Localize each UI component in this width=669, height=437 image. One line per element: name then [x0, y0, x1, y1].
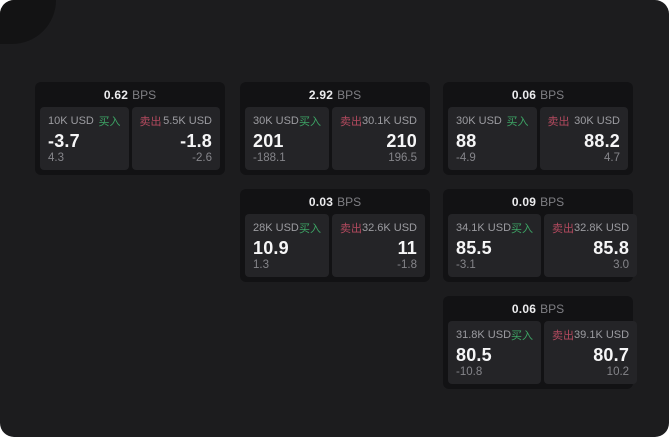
buy-panel[interactable]: 10K USD 买入 -3.7 4.3 — [40, 107, 129, 170]
quote-card: 2.92 BPS 30K USD 买入 201 -188.1 卖出 30.1K … — [240, 82, 430, 175]
sell-panel[interactable]: 卖出 30K USD 88.2 4.7 — [539, 107, 628, 170]
buy-price: 10.9 — [253, 237, 289, 258]
buy-amount: 31.8K USD — [456, 329, 512, 341]
sell-amount: 32.8K USD — [574, 222, 630, 234]
bps-header: 0.09 BPS — [443, 189, 633, 214]
sell-side-label: 卖出 — [552, 330, 575, 342]
buy-amount: 28K USD — [253, 222, 299, 234]
buy-panel[interactable]: 31.8K USD 买入 80.5 -10.8 — [448, 321, 542, 384]
bps-value: 0.03 — [308, 194, 334, 209]
sell-side-label: 卖出 — [139, 116, 162, 128]
bps-unit: BPS — [540, 194, 565, 209]
sell-delta: 3.0 — [613, 258, 630, 271]
bps-unit: BPS — [540, 301, 565, 316]
buy-side-label: 买入 — [511, 223, 534, 235]
buy-delta: -188.1 — [253, 151, 286, 164]
quote-card: 0.62 BPS 10K USD 买入 -3.7 4.3 卖出 5.5K USD… — [35, 82, 225, 175]
sell-side-label: 卖出 — [552, 223, 575, 235]
sell-delta: -2.6 — [192, 151, 212, 164]
buy-delta: 4.3 — [48, 151, 64, 164]
sell-amount: 32.6K USD — [361, 222, 417, 234]
buy-price: 201 — [253, 130, 284, 151]
bps-header: 0.06 BPS — [443, 82, 633, 107]
quote-card: 0.06 BPS 30K USD 买入 88 -4.9 卖出 30K USD 8… — [443, 82, 633, 175]
buy-amount: 30K USD — [253, 115, 299, 127]
sell-panel[interactable]: 卖出 32.8K USD 85.8 3.0 — [544, 214, 638, 277]
sell-panel[interactable]: 卖出 39.1K USD 80.7 10.2 — [544, 321, 638, 384]
sell-price: -1.8 — [180, 130, 212, 151]
sell-price: 80.7 — [593, 344, 630, 365]
bps-header: 0.06 BPS — [443, 296, 633, 321]
bps-value: 2.92 — [308, 87, 334, 102]
bps-unit: BPS — [337, 194, 362, 209]
sell-amount: 5.5K USD — [163, 115, 212, 127]
bps-value: 0.09 — [511, 194, 537, 209]
buy-panel[interactable]: 28K USD 买入 10.9 1.3 — [245, 214, 329, 277]
quote-card: 0.03 BPS 28K USD 买入 10.9 1.3 卖出 32.6K US… — [240, 189, 430, 282]
corner-notch — [0, 0, 56, 44]
buy-panel[interactable]: 34.1K USD 买入 85.5 -3.1 — [448, 214, 542, 277]
buy-side-label: 买入 — [506, 116, 529, 128]
buy-delta: -3.1 — [456, 258, 476, 271]
buy-price: 80.5 — [456, 344, 492, 365]
sell-side-label: 卖出 — [547, 116, 570, 128]
bps-header: 2.92 BPS — [240, 82, 430, 107]
buy-side-label: 买入 — [511, 330, 534, 342]
buy-delta: -10.8 — [456, 365, 483, 378]
buy-panel[interactable]: 30K USD 买入 201 -188.1 — [245, 107, 329, 170]
sell-panel[interactable]: 卖出 30.1K USD 210 196.5 — [331, 107, 425, 170]
buy-panel[interactable]: 30K USD 买入 88 -4.9 — [448, 107, 537, 170]
bps-value: 0.06 — [511, 301, 537, 316]
sell-price: 210 — [386, 130, 417, 151]
bps-header: 0.62 BPS — [35, 82, 225, 107]
sell-panel[interactable]: 卖出 5.5K USD -1.8 -2.6 — [131, 107, 220, 170]
buy-delta: 1.3 — [253, 258, 269, 271]
sell-side-label: 卖出 — [339, 223, 362, 235]
sell-side-label: 卖出 — [339, 116, 362, 128]
bps-value: 0.62 — [103, 87, 129, 102]
bps-header: 0.03 BPS — [240, 189, 430, 214]
sell-delta: -1.8 — [397, 258, 417, 271]
sell-panel[interactable]: 卖出 32.6K USD 11 -1.8 — [331, 214, 425, 277]
buy-delta: -4.9 — [456, 151, 476, 164]
quote-card: 0.06 BPS 31.8K USD 买入 80.5 -10.8 卖出 39.1… — [443, 296, 638, 389]
sell-amount: 30.1K USD — [361, 115, 417, 127]
sell-price: 85.8 — [593, 237, 630, 258]
sell-amount: 30K USD — [574, 115, 620, 127]
buy-side-label: 买入 — [98, 116, 121, 128]
buy-side-label: 买入 — [298, 223, 321, 235]
buy-price: 85.5 — [456, 237, 492, 258]
bps-unit: BPS — [132, 87, 157, 102]
sell-price: 88.2 — [584, 130, 620, 151]
bps-unit: BPS — [540, 87, 565, 102]
buy-amount: 10K USD — [48, 115, 94, 127]
buy-side-label: 买入 — [298, 116, 321, 128]
sell-price: 11 — [397, 237, 417, 258]
bps-value: 0.06 — [511, 87, 537, 102]
sell-amount: 39.1K USD — [574, 329, 630, 341]
sell-delta: 10.2 — [606, 365, 630, 378]
buy-amount: 30K USD — [456, 115, 502, 127]
buy-price: 88 — [456, 130, 477, 151]
sell-delta: 196.5 — [388, 151, 417, 164]
buy-price: -3.7 — [48, 130, 80, 151]
buy-amount: 34.1K USD — [456, 222, 512, 234]
sell-delta: 4.7 — [604, 151, 620, 164]
quote-card: 0.09 BPS 34.1K USD 买入 85.5 -3.1 卖出 32.8K… — [443, 189, 638, 282]
bps-unit: BPS — [337, 87, 362, 102]
